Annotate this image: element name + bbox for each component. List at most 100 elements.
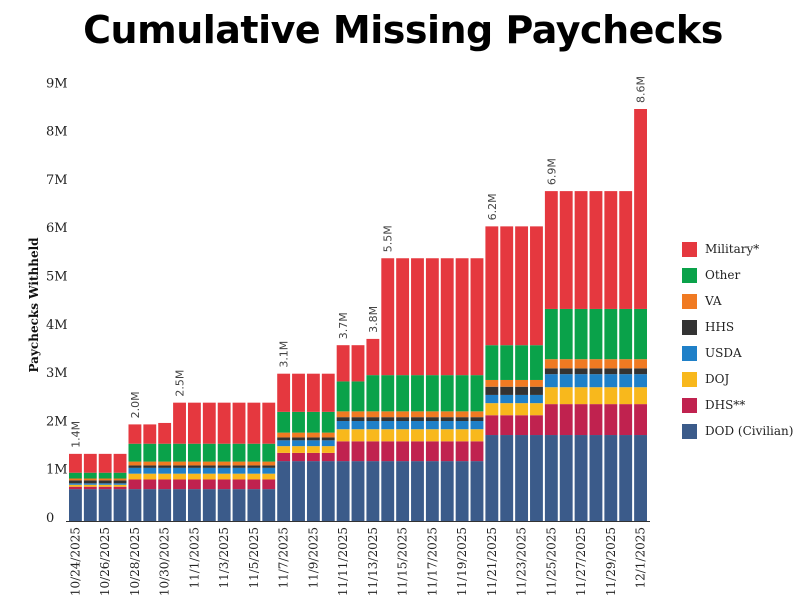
bar-segment xyxy=(425,421,439,430)
bar-segment xyxy=(217,489,231,521)
y-tick-label: 3M xyxy=(46,366,68,381)
bar-segment xyxy=(425,417,439,422)
chart-title: Cumulative Missing Paychecks xyxy=(83,8,723,52)
bar-segment xyxy=(173,443,186,462)
bar-segment xyxy=(411,441,424,462)
y-tick-label: 0 xyxy=(46,511,54,526)
bar-segment xyxy=(440,429,454,442)
bar-segment xyxy=(396,375,410,412)
x-tick-label: 10/26/2025 xyxy=(98,527,112,596)
bar-segment xyxy=(604,404,618,436)
bar-segment xyxy=(559,191,573,309)
bar-segment xyxy=(559,404,573,436)
bar-segment xyxy=(69,483,82,485)
bar-segment xyxy=(306,452,320,462)
bar-segment xyxy=(98,472,112,479)
bar-segment xyxy=(515,345,529,380)
bar-segment xyxy=(143,479,157,490)
bar-segment xyxy=(425,461,439,521)
x-tick-label: 11/21/2025 xyxy=(485,527,499,596)
bar-segment xyxy=(440,411,454,418)
bar-segment xyxy=(589,359,603,369)
bar-segment xyxy=(173,473,186,480)
bar-segment xyxy=(619,368,633,375)
bar-segment xyxy=(544,308,558,360)
y-tick-label: 2M xyxy=(46,414,68,429)
bar-segment xyxy=(187,473,201,480)
legend: Military* Other VA HHS USDA DOJ DHS** DOD (Civi… xyxy=(682,236,793,444)
bar-segment xyxy=(83,489,97,521)
bar-segment xyxy=(187,489,201,521)
bar-segment xyxy=(589,404,603,436)
legend-item: USDA xyxy=(682,340,793,366)
bar-segment xyxy=(544,368,558,375)
legend-label: VA xyxy=(705,294,722,308)
bar-segment xyxy=(336,381,350,412)
bar-segment xyxy=(500,345,514,380)
bar-segment xyxy=(187,402,201,444)
x-tick-label: 11/25/2025 xyxy=(544,527,558,596)
bar-segment xyxy=(83,472,97,479)
bar-segment xyxy=(351,345,365,382)
legend-swatch xyxy=(682,293,697,309)
bar-segment xyxy=(217,465,231,468)
x-tick-label: 11/23/2025 xyxy=(515,527,529,596)
bar-segment xyxy=(515,435,529,521)
bar-segment xyxy=(500,435,514,521)
legend-swatch xyxy=(682,345,697,361)
bar-segment xyxy=(500,394,514,404)
legend-item: DHS** xyxy=(682,392,793,418)
bar-segment xyxy=(574,387,588,405)
bar-segment xyxy=(634,435,647,521)
x-tick-label: 10/30/2025 xyxy=(158,527,172,596)
bar-segment xyxy=(574,368,588,375)
bar-segment xyxy=(69,489,82,521)
x-tick-label: 11/27/2025 xyxy=(574,527,588,596)
bar-segment xyxy=(544,374,558,388)
data-label: 2.0M xyxy=(129,391,142,418)
bar-segment xyxy=(619,374,633,388)
bar-segment xyxy=(306,432,320,438)
bar-segment xyxy=(128,473,142,480)
bar-segment xyxy=(634,368,647,375)
bar-segment xyxy=(470,417,484,422)
bar-segment xyxy=(619,308,633,360)
bar-segment xyxy=(381,461,395,521)
bar-segment xyxy=(321,411,335,433)
bar-segment xyxy=(98,489,112,521)
bar-segment xyxy=(143,461,157,466)
bar-segment xyxy=(411,429,424,442)
bar-segment xyxy=(634,404,647,436)
legend-label: DOD (Civilian) xyxy=(705,424,794,438)
bar-segment xyxy=(455,258,469,376)
bar-segment xyxy=(366,421,380,430)
bar-segment xyxy=(425,411,439,418)
y-tick-label: 4M xyxy=(46,318,68,333)
bar-segment xyxy=(173,461,186,466)
bar-segment xyxy=(158,473,172,480)
bar-segment xyxy=(128,424,142,444)
bar-segment xyxy=(470,441,484,462)
bar-segment xyxy=(262,461,276,466)
bar-segment xyxy=(173,465,186,468)
legend-swatch xyxy=(682,267,697,283)
bar-segment xyxy=(411,375,424,412)
bar-segment xyxy=(589,191,603,309)
legend-swatch xyxy=(682,371,697,387)
bar-segment xyxy=(530,415,543,436)
bar-segment xyxy=(262,473,276,480)
bar-segment xyxy=(425,441,439,462)
bar-segment xyxy=(530,394,543,404)
bar-segment xyxy=(247,473,261,480)
bar-segment xyxy=(336,429,350,442)
bar-segment xyxy=(485,379,499,387)
bar-segment xyxy=(515,415,529,436)
bar-segment xyxy=(351,411,365,418)
bar-segment xyxy=(559,359,573,369)
bar-segment xyxy=(589,374,603,388)
x-tick-label: 11/5/2025 xyxy=(247,527,261,589)
bar-segment xyxy=(83,484,97,487)
bar-segment xyxy=(485,386,499,395)
bar-segment xyxy=(202,479,216,490)
bar-segment xyxy=(143,473,157,480)
